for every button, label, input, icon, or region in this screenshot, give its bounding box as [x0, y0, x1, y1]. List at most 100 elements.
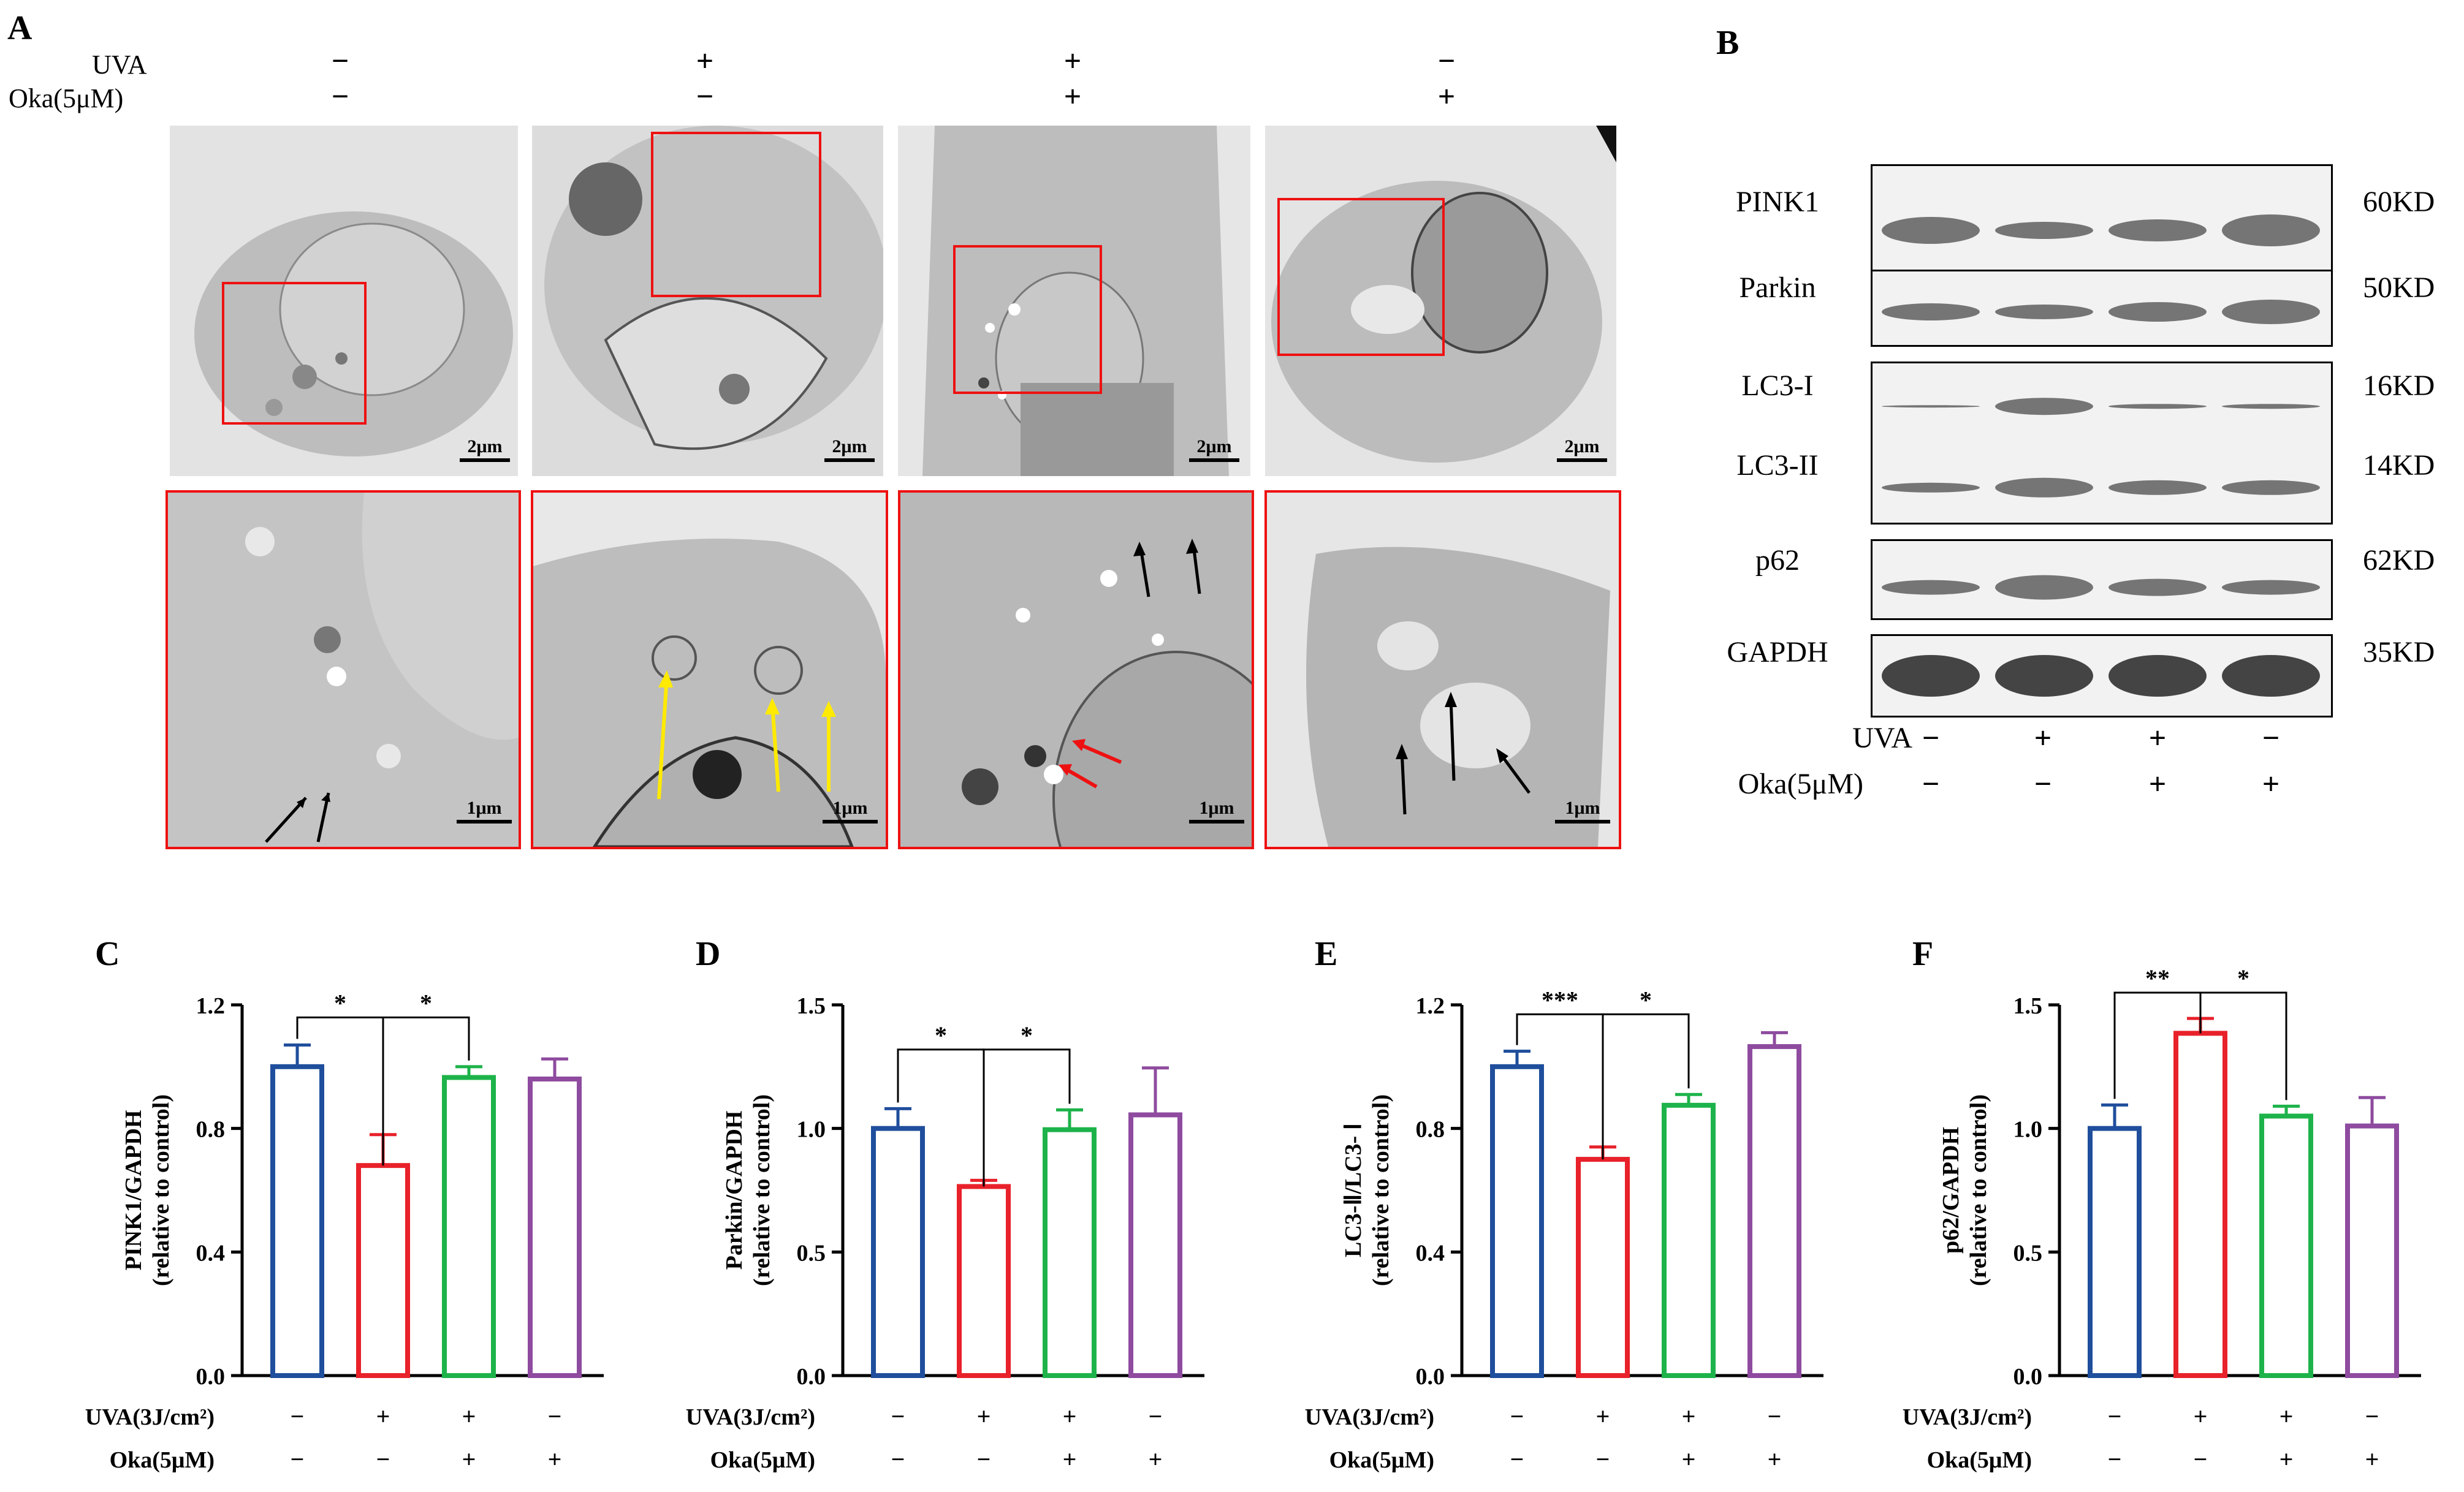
- condition-label: Oka(5μM): [1329, 1447, 1434, 1473]
- panel-a-sign: +: [1063, 44, 1082, 78]
- bar: [2088, 1126, 2142, 1378]
- condition-sign: +: [2280, 1445, 2294, 1473]
- scale-bar: 1μm: [1189, 798, 1244, 824]
- significance-label: *: [2237, 964, 2249, 992]
- blot-kd-label: 14KD: [2363, 449, 2435, 482]
- condition-sign: +: [1149, 1445, 1163, 1473]
- significance-label: *: [334, 990, 346, 1017]
- condition-label: UVA(3J/cm²): [686, 1404, 815, 1430]
- scale-bar-line: [460, 458, 510, 462]
- blot-band: [1995, 575, 2093, 600]
- significance-bracket: [1602, 1013, 1690, 1160]
- em-image-oka-zoom: [1264, 490, 1621, 849]
- em-image-uva-oka-overview: [898, 126, 1250, 476]
- blot-kd-label: 50KD: [2363, 271, 2435, 304]
- scale-bar: 2μm: [1557, 436, 1607, 462]
- scale-bar-line: [1189, 820, 1244, 824]
- condition-sign: +: [462, 1403, 476, 1430]
- bar: [2173, 1031, 2227, 1378]
- em-image-control-overview: [170, 126, 518, 476]
- bar: [871, 1126, 925, 1378]
- scale-bar-line: [1189, 458, 1239, 462]
- panel-a-row-oka-label: Oka(5μM): [9, 83, 124, 113]
- blot-bands: [1882, 575, 2320, 600]
- scale-bar-line: [1557, 458, 1607, 462]
- blot-condition-sign: +: [2148, 721, 2167, 755]
- blot-band: [1882, 482, 1980, 493]
- condition-label: UVA(3J/cm²): [85, 1404, 215, 1430]
- condition-sign: −: [376, 1445, 390, 1473]
- scale-bar-label: 1μm: [1199, 798, 1234, 818]
- y-tick-label: 0.4: [196, 1240, 226, 1266]
- y-axis-label-sub: (relative to control): [749, 1094, 775, 1286]
- em-zoom-box: [1277, 198, 1445, 356]
- panel-label: F: [1912, 935, 1933, 973]
- blot-band: [2108, 219, 2207, 241]
- condition-sign: +: [1063, 1445, 1077, 1473]
- scale-bar: 1μm: [1555, 798, 1610, 824]
- panel-a-sign: −: [331, 79, 349, 113]
- blot-protein-label: p62: [1755, 544, 1800, 577]
- significance-label: *: [1021, 1021, 1033, 1049]
- y-axis-label-sub: (relative to control): [1368, 1094, 1394, 1286]
- y-tick-label: 1.0: [2013, 1117, 2043, 1143]
- condition-sign: +: [1682, 1403, 1696, 1430]
- blot-box: [1871, 634, 2333, 718]
- condition-sign: +: [2194, 1403, 2208, 1430]
- blot-band: [2222, 480, 2320, 495]
- y-tick-label: 1.5: [2013, 993, 2043, 1019]
- blot-band: [2222, 580, 2320, 595]
- blot-band: [2108, 302, 2207, 322]
- condition-sign: +: [2365, 1445, 2379, 1473]
- condition-sign: +: [1596, 1403, 1610, 1430]
- blot-protein-label: LC3-I: [1741, 369, 1814, 402]
- y-tick-label: 0.5: [797, 1240, 826, 1266]
- em-image-uva-oka-zoom: [898, 490, 1254, 849]
- blot-condition-label: UVA: [1852, 722, 1912, 754]
- blot-kd-label: 60KD: [2363, 186, 2435, 218]
- y-axis-label: Parkin/GAPDH: [721, 1111, 747, 1270]
- blot-band: [1995, 398, 2093, 415]
- condition-sign: +: [376, 1403, 390, 1430]
- y-axis-label-sub: (relative to control): [1966, 1094, 1991, 1286]
- condition-label: Oka(5μM): [110, 1447, 215, 1473]
- em-image-uva-zoom: [531, 490, 888, 849]
- significance-bracket: [296, 1017, 384, 1166]
- bar: [1747, 1044, 1801, 1378]
- y-tick-label: 0.4: [1416, 1240, 1445, 1266]
- em-zoom-box: [651, 132, 821, 297]
- blot-band: [2108, 480, 2207, 495]
- condition-sign: −: [891, 1403, 905, 1430]
- scale-bar-label: 2μm: [1564, 436, 1600, 456]
- condition-sign: −: [891, 1445, 905, 1473]
- blot-kd-label: 16KD: [2363, 369, 2435, 402]
- condition-sign: +: [1768, 1445, 1782, 1473]
- condition-sign: −: [2108, 1403, 2122, 1430]
- scale-bar-label: 1μm: [832, 798, 868, 818]
- blot-protein-label: PINK1: [1735, 186, 1819, 218]
- bar: [2259, 1113, 2313, 1378]
- condition-sign: +: [1682, 1445, 1696, 1473]
- scale-bar: 2μm: [1189, 436, 1239, 462]
- blot-band: [2108, 404, 2207, 409]
- bar: [2345, 1123, 2399, 1378]
- blot-condition-label: Oka(5μM): [1738, 768, 1863, 800]
- panel-a-sign: −: [696, 79, 714, 113]
- y-tick-label: 1.5: [797, 993, 826, 1019]
- bar: [1490, 1064, 1544, 1379]
- y-tick-label: 0.0: [196, 1364, 226, 1390]
- condition-sign: −: [977, 1445, 991, 1473]
- condition-sign: −: [548, 1403, 562, 1430]
- em-zoom-box: [953, 245, 1102, 394]
- blot-band: [1882, 303, 1980, 320]
- scale-bar-label: 2μm: [467, 436, 503, 456]
- em-image-control-zoom: [165, 490, 521, 849]
- blot-condition-sign: −: [2262, 721, 2280, 755]
- y-tick-label: 1.0: [797, 1117, 826, 1143]
- y-axis-label-sub: (relative to control): [148, 1094, 174, 1286]
- significance-bracket: [983, 1048, 1071, 1187]
- significance-label: *: [935, 1021, 947, 1049]
- bar: [528, 1077, 582, 1378]
- condition-sign: +: [548, 1445, 562, 1473]
- em-image-uva-overview: [532, 126, 883, 476]
